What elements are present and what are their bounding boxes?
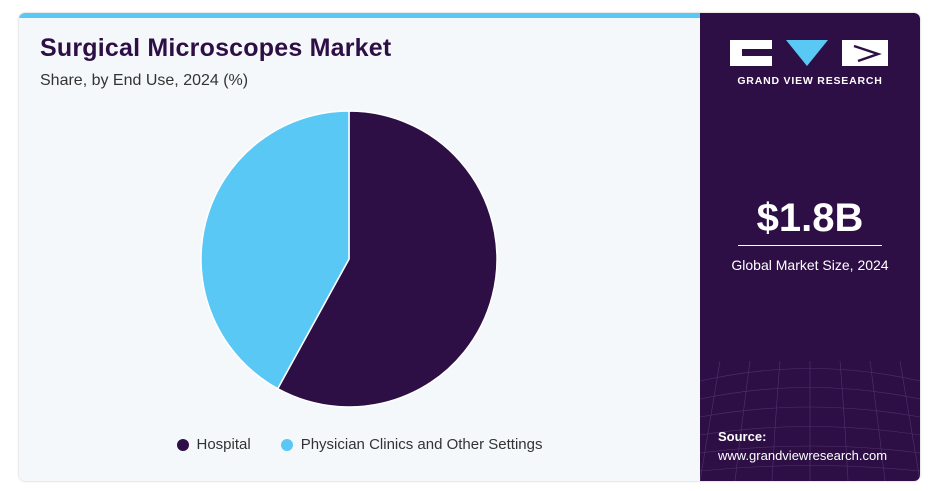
chart-subtitle: Share, by End Use, 2024 (%) xyxy=(40,72,249,89)
legend-swatch xyxy=(280,438,293,451)
divider xyxy=(738,245,882,246)
chart-card: Surgical Microscopes Market Share, by En… xyxy=(19,13,920,481)
source-link[interactable]: www.grandviewresearch.com xyxy=(718,448,888,463)
legend-swatch xyxy=(176,438,189,451)
accent-bar xyxy=(19,13,700,18)
legend-item: Physician Clinics and Other Settings xyxy=(280,436,543,453)
pie-slice-hospital xyxy=(276,110,498,408)
chart-title: Surgical Microscopes Market xyxy=(40,34,392,62)
legend-item: Hospital xyxy=(176,436,251,453)
grid-background-icon xyxy=(700,361,920,481)
gvr-logo-icon xyxy=(730,40,888,66)
market-size-value: $1.8B xyxy=(756,196,864,240)
brand-name: GRAND VIEW RESEARCH xyxy=(737,75,883,87)
legend-label: Hospital xyxy=(196,436,251,453)
chart-panel: Surgical Microscopes Market Share, by En… xyxy=(19,13,700,481)
pie-slice-physician-clinics-and-other-settings xyxy=(200,110,350,390)
market-size-label: Global Market Size, 2024 xyxy=(731,257,889,273)
info-sidebar: GRAND VIEW RESEARCH $1.8B Global Market … xyxy=(700,13,920,481)
chart-legend: Hospital Physician Clinics and Other Sett… xyxy=(19,436,700,453)
source-label: Source: xyxy=(718,429,767,444)
legend-label: Physician Clinics and Other Settings xyxy=(300,436,543,453)
pie-chart xyxy=(200,110,498,408)
